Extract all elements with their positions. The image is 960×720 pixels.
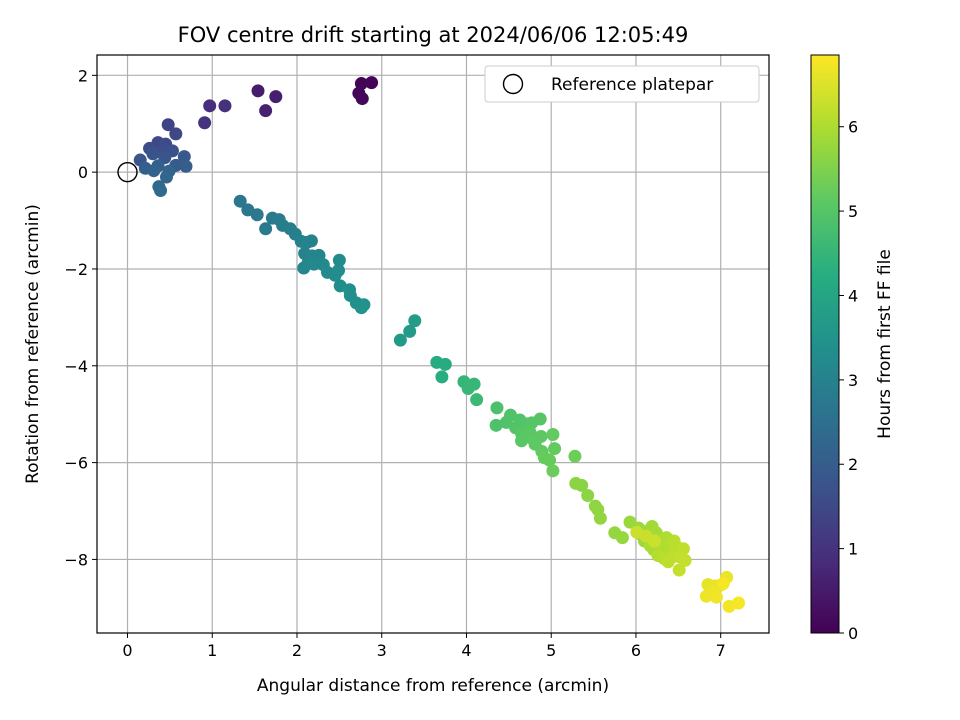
data-point xyxy=(490,401,504,415)
data-point xyxy=(259,104,273,118)
data-point xyxy=(159,170,173,184)
x-tick-label: 4 xyxy=(461,641,471,660)
colorbar-tick-label: 1 xyxy=(848,540,858,559)
colorbar-tick-label: 3 xyxy=(848,371,858,390)
data-point xyxy=(661,555,675,569)
data-point xyxy=(393,333,407,347)
data-point xyxy=(709,590,723,604)
data-point xyxy=(648,534,662,548)
plot-frame xyxy=(96,54,770,634)
data-point xyxy=(154,184,168,198)
x-tick-label: 6 xyxy=(631,641,641,660)
y-axis: 2 0 −2 −4 −6 −8 xyxy=(64,66,97,569)
x-tick-label: 0 xyxy=(122,641,132,660)
data-point xyxy=(403,324,417,338)
legend: Reference platepar xyxy=(484,65,760,103)
data-point xyxy=(203,99,217,113)
y-tick-label: −2 xyxy=(64,260,88,279)
colorbar-tick-label: 6 xyxy=(848,118,858,137)
x-tick-label: 5 xyxy=(546,641,556,660)
data-point xyxy=(146,147,160,161)
colorbar-tick-label: 4 xyxy=(848,286,858,305)
data-point xyxy=(546,428,560,442)
data-point xyxy=(533,412,547,426)
legend-marker-icon xyxy=(502,73,524,95)
x-axis: 0 1 2 3 4 5 6 7 xyxy=(122,633,726,660)
data-point xyxy=(250,208,264,222)
data-point xyxy=(161,118,175,132)
data-point xyxy=(328,268,342,282)
colorbar-tick-label: 2 xyxy=(848,455,858,474)
data-point xyxy=(716,577,730,591)
data-point xyxy=(259,222,273,236)
x-tick-label: 2 xyxy=(292,641,302,660)
data-point xyxy=(408,314,422,328)
data-point xyxy=(438,357,452,371)
data-point xyxy=(332,253,346,267)
data-point xyxy=(169,127,183,141)
x-axis-label: Angular distance from reference (arcmin) xyxy=(257,676,609,696)
colorbar-tick-label: 5 xyxy=(848,202,858,221)
y-tick-label: 0 xyxy=(78,163,88,182)
data-point xyxy=(269,90,283,104)
data-point xyxy=(179,159,193,173)
data-point xyxy=(365,76,379,90)
data-point xyxy=(198,116,212,130)
data-point xyxy=(672,563,686,577)
colorbar: 0 1 2 3 4 5 6 Hours from first FF file xyxy=(810,54,895,643)
data-points xyxy=(133,76,745,613)
data-point xyxy=(568,449,582,463)
y-tick-label: −8 xyxy=(64,550,88,569)
x-tick-label: 7 xyxy=(716,641,726,660)
legend-label: Reference platepar xyxy=(551,75,713,95)
data-point xyxy=(354,301,368,315)
data-point xyxy=(593,511,607,525)
data-point xyxy=(569,476,583,490)
data-point xyxy=(581,489,595,503)
colorbar-gradient xyxy=(810,54,840,634)
data-point xyxy=(461,382,475,396)
data-point xyxy=(307,257,321,271)
data-point xyxy=(147,164,161,178)
data-point xyxy=(218,99,232,113)
data-point xyxy=(251,84,265,98)
data-point xyxy=(489,418,503,432)
data-point xyxy=(233,194,247,208)
colorbar-label: Hours from first FF file xyxy=(875,249,895,439)
reference-point-marker xyxy=(117,161,138,183)
data-point xyxy=(470,393,484,407)
legend-box xyxy=(484,65,760,103)
data-point xyxy=(615,531,629,545)
data-point xyxy=(543,453,557,467)
colorbar-tick-label: 0 xyxy=(848,624,858,643)
y-axis-label: Rotation from reference (arcmin) xyxy=(23,204,43,484)
y-tick-label: 2 xyxy=(78,66,88,85)
data-point xyxy=(546,464,560,478)
data-point xyxy=(731,596,745,610)
data-point xyxy=(435,370,449,384)
data-point xyxy=(177,150,191,164)
data-point xyxy=(630,525,644,539)
data-point xyxy=(678,553,692,567)
x-tick-label: 1 xyxy=(207,641,217,660)
data-point xyxy=(515,434,529,448)
y-tick-label: −4 xyxy=(64,357,88,376)
data-point xyxy=(355,92,369,106)
chart-title: FOV centre drift starting at 2024/06/06 … xyxy=(178,23,689,47)
x-tick-label: 3 xyxy=(377,641,387,660)
data-point xyxy=(304,234,318,248)
y-tick-label: −6 xyxy=(64,454,88,473)
data-point xyxy=(548,442,562,456)
colorbar-ticks: 0 1 2 3 4 5 6 xyxy=(839,118,858,643)
